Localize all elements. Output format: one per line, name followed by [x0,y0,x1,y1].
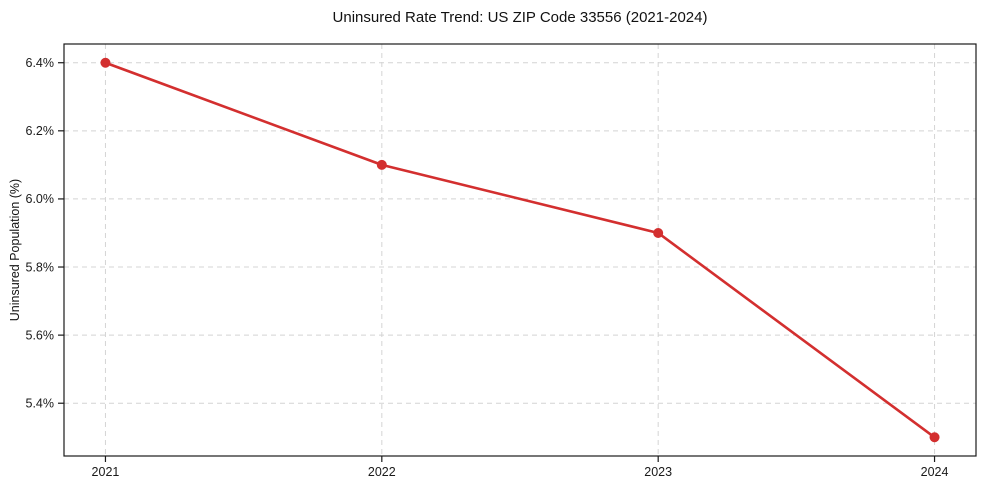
data-point [376,159,387,170]
trend-line [104,61,936,439]
axes-border [63,43,977,457]
y-tick-label: 5.8% [26,260,55,274]
y-tick-label: 6.0% [26,192,55,206]
x-tick-label: 2023 [644,465,672,479]
x-tick-label: 2024 [921,465,949,479]
y-tick-label: 5.6% [26,328,55,342]
data-point [100,57,111,68]
y-tick-label: 6.2% [26,124,55,138]
chart-title: Uninsured Rate Trend: US ZIP Code 33556 … [332,9,708,26]
y-tick-label: 5.4% [26,397,55,411]
x-tick-label: 2021 [92,465,120,479]
data-point [929,432,940,443]
data-point [653,227,664,238]
x-tick-label: 2022 [368,465,396,479]
y-tick-label: 6.4% [26,56,55,70]
